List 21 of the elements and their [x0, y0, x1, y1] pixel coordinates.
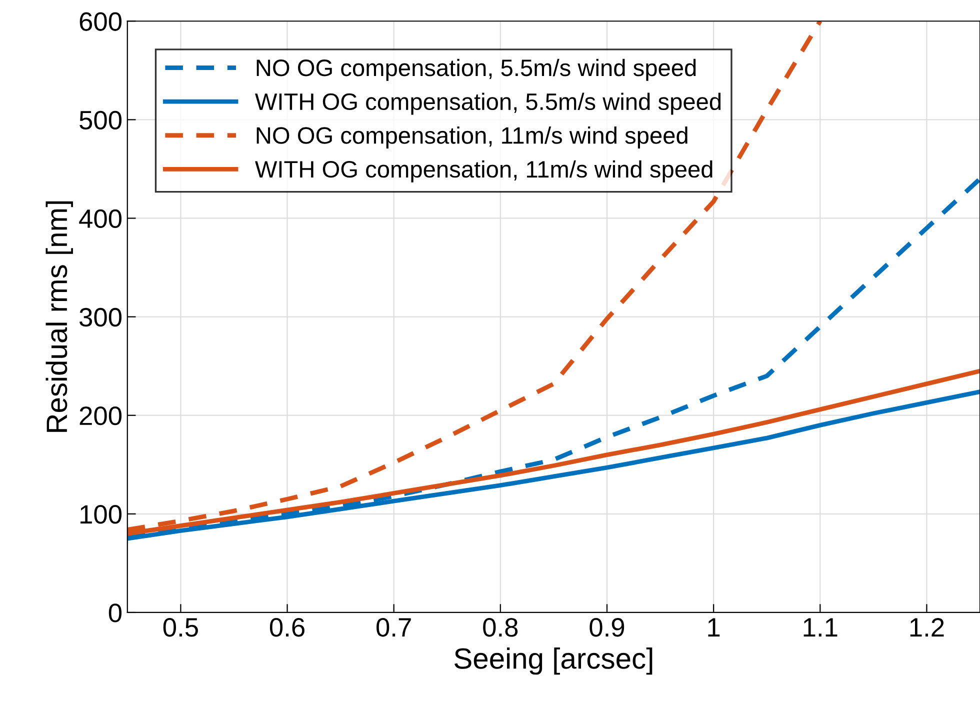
y-tick-label: 300 [80, 308, 122, 327]
legend-label: WITH OG compensation, 11m/s wind speed [255, 160, 712, 182]
x-tick-label: 0.7 [376, 618, 411, 637]
y-tick-label: 500 [80, 110, 122, 130]
x-tick-label: 0.6 [270, 618, 304, 637]
legend-label: NO OG compensation, 11m/s wind speed [256, 126, 688, 149]
x-tick-label: 1.2 [910, 618, 944, 636]
legend-label: NO OG compensation, 5.5m/s wind speed [256, 58, 696, 81]
y-tick-label: 600 [80, 12, 122, 31]
y-tick-label: 400 [79, 209, 122, 228]
x-tick-label: 1.1 [804, 618, 838, 636]
x-tick-label: 0.9 [590, 618, 624, 637]
y-tick-label: 200 [80, 406, 122, 426]
x-tick-label: 0.5 [163, 618, 198, 637]
x-tick-label: 0.8 [483, 618, 518, 637]
y-tick-label: 0 [108, 604, 122, 622]
y-tick-label: 100 [80, 505, 122, 524]
legend-label: WITH OG compensation, 5.5m/s wind speed [255, 92, 721, 115]
x-tick-label: 1 [708, 618, 720, 636]
x-axis-title: Seeing [arcsec] [454, 647, 652, 675]
y-axis-title: Residual rms [nm] [46, 201, 73, 432]
